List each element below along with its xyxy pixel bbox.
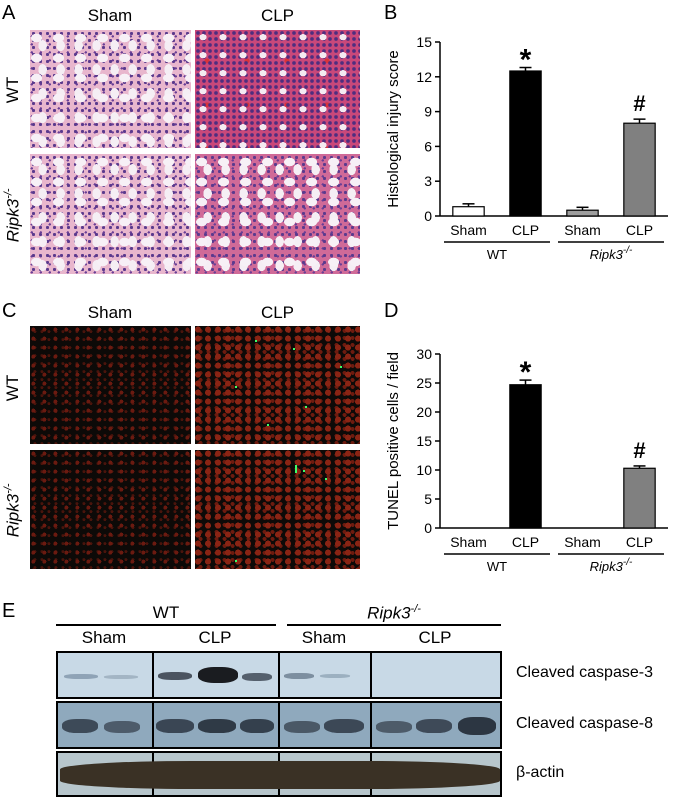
label-cleaved-caspase-3: Cleaved caspase-3 [516, 664, 653, 681]
chart-d-y-tick-label: 15 [416, 433, 432, 449]
chart-b-category-label: CLP [512, 222, 539, 238]
chart-d-y-tick-label: 5 [424, 491, 432, 507]
chart-b-category-label: Sham [450, 222, 487, 238]
chart-d-category-label: Sham [564, 534, 601, 550]
chart-b-y-tick-label: 3 [424, 173, 432, 189]
panel-e-group-wt: WT [152, 603, 180, 622]
chart-d-significance-mark: * [520, 356, 532, 389]
chart-d-y-tick-label: 10 [416, 462, 432, 478]
panel-a-col-clp: CLP [260, 6, 295, 25]
chart-b-significance-mark: * [520, 44, 532, 77]
chart-d-y-tick-label: 25 [416, 375, 432, 391]
panel-c-row-wt: WT [3, 374, 22, 402]
chart-d-group-label: Ripk3-/- [590, 557, 633, 574]
he-micrograph-wt-clp [195, 30, 360, 148]
tunel-micrograph-wt-clp [195, 326, 360, 444]
chart-d-bar [623, 467, 656, 529]
chart-b-bar [566, 209, 599, 217]
chart-b-y-tick-label: 12 [416, 69, 432, 85]
tunel-micrograph-ripk3-sham [30, 450, 191, 569]
chart-b-group-label: WT [487, 247, 507, 262]
chart-d-category-label: CLP [512, 534, 539, 550]
panel-d-letter: D [384, 300, 399, 322]
panel-c-letter: C [2, 300, 17, 322]
tunel-micrograph-wt-sham [30, 326, 191, 444]
blot-beta-actin [56, 751, 502, 797]
panel-e-group-wt-line [56, 624, 276, 626]
chart-d: 0 5 10 15 20 25 30 TUNEL positive cells / field… [385, 346, 668, 574]
chart-d-y-label: TUNEL positive cells / field [385, 352, 402, 530]
he-micrograph-ripk3-sham [30, 154, 191, 274]
he-micrograph-wt-sham [30, 30, 191, 148]
panel-a-letter: A [2, 2, 16, 24]
panel-e-sub-sham-wt: Sham [81, 628, 127, 647]
blot-cleaved-caspase-3 [56, 651, 502, 699]
chart-b-bar [452, 206, 485, 217]
chart-d-group-label: WT [487, 559, 507, 574]
chart-d-y-tick-label: 0 [424, 520, 432, 536]
chart-d-category-label: CLP [626, 534, 653, 550]
chart-b-y-label: Histological injury score [385, 50, 402, 208]
panel-c-col-clp: CLP [260, 303, 295, 322]
panel-e-group-ripk3-line [287, 624, 501, 626]
panel-e-letter: E [2, 600, 16, 622]
chart-b: 0 3 6 9 12 15 Histological injury score Sham * CL… [385, 34, 668, 262]
panel-a-row-ripk3: Ripk3-/- [2, 188, 23, 243]
chart-d-category-label: Sham [450, 534, 487, 550]
chart-d-significance-mark: # [633, 438, 645, 463]
blot-cleaved-caspase-8 [56, 701, 502, 749]
chart-b-y-tick-label: 9 [424, 104, 432, 120]
chart-d-y-tick-label: 30 [416, 346, 432, 362]
chart-b-y-tick-label: 15 [416, 34, 432, 50]
chart-b-y-tick-label: 6 [424, 138, 432, 154]
panel-b-letter: B [384, 2, 398, 24]
tunel-micrograph-ripk3-clp [195, 450, 360, 569]
chart-b-bar [623, 122, 656, 217]
chart-b-category-label: CLP [626, 222, 653, 238]
panel-a-row-wt: WT [3, 76, 22, 104]
label-beta-actin: β-actin [516, 764, 565, 781]
panel-e-group-ripk3: Ripk3-/- [367, 603, 421, 623]
chart-b-significance-mark: # [633, 91, 645, 116]
chart-b-bar [509, 70, 542, 217]
chart-d-y-tick-label: 20 [416, 404, 432, 420]
panel-e-sub-clp-wt: CLP [198, 628, 232, 647]
chart-b-group-label: Ripk3-/- [590, 245, 633, 262]
panel-c-col-sham: Sham [87, 303, 133, 322]
panel-c-row-ripk3: Ripk3-/- [2, 483, 23, 538]
chart-b-category-label: Sham [564, 222, 601, 238]
panel-e-sub-sham-ripk3: Sham [301, 628, 347, 647]
chart-b-y-tick-label: 0 [424, 208, 432, 224]
panel-e-sub-clp-ripk3: CLP [418, 628, 452, 647]
chart-d-bar [509, 384, 542, 529]
label-cleaved-caspase-8: Cleaved caspase-8 [516, 715, 653, 732]
panel-a-col-sham: Sham [87, 6, 133, 25]
he-micrograph-ripk3-clp [195, 154, 360, 274]
